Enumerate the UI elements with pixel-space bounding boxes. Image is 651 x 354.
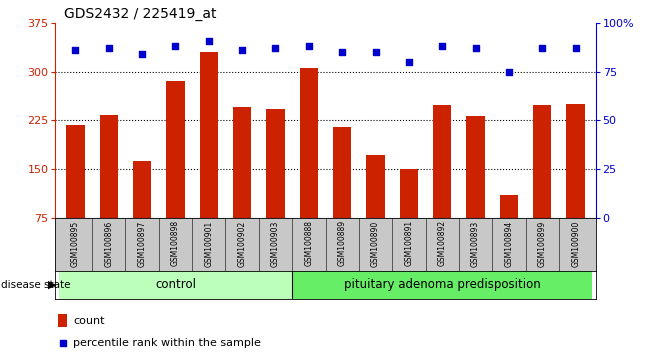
Text: control: control: [155, 279, 196, 291]
Text: GSM100897: GSM100897: [137, 220, 146, 267]
Point: [104, 45, 114, 51]
Bar: [533, 105, 551, 218]
Bar: [292, 271, 592, 299]
Text: disease state: disease state: [1, 280, 70, 290]
Point: [404, 59, 414, 65]
Bar: [367, 155, 385, 218]
Bar: [233, 107, 251, 218]
Bar: [466, 116, 485, 218]
Text: GSM100888: GSM100888: [304, 220, 313, 266]
Text: GSM100895: GSM100895: [71, 220, 80, 267]
Text: GSM100893: GSM100893: [471, 220, 480, 267]
Text: GSM100902: GSM100902: [238, 220, 247, 267]
Bar: [299, 68, 318, 218]
Text: GSM100894: GSM100894: [505, 220, 514, 267]
Point: [70, 47, 81, 53]
Point: [471, 45, 481, 51]
Point: [303, 44, 314, 49]
Text: GSM100900: GSM100900: [571, 220, 580, 267]
Point: [504, 69, 514, 74]
Point: [204, 38, 214, 44]
Text: GSM100896: GSM100896: [104, 220, 113, 267]
Point: [237, 47, 247, 53]
Bar: [133, 161, 151, 218]
Text: pituitary adenoma predisposition: pituitary adenoma predisposition: [344, 279, 540, 291]
Bar: [500, 195, 518, 218]
Text: GSM100892: GSM100892: [437, 220, 447, 267]
Bar: [400, 169, 418, 218]
Text: GSM100901: GSM100901: [204, 220, 214, 267]
Point: [537, 45, 547, 51]
Text: ▶: ▶: [48, 280, 56, 290]
Bar: [266, 109, 284, 218]
Bar: [566, 104, 585, 218]
Point: [170, 44, 180, 49]
Bar: [59, 271, 292, 299]
Text: GDS2432 / 225419_at: GDS2432 / 225419_at: [64, 7, 216, 21]
Text: percentile rank within the sample: percentile rank within the sample: [73, 338, 261, 348]
Text: GSM100898: GSM100898: [171, 220, 180, 267]
Text: GSM100890: GSM100890: [371, 220, 380, 267]
Point: [57, 341, 68, 346]
Point: [437, 44, 447, 49]
Bar: [166, 81, 185, 218]
Bar: [433, 105, 451, 218]
Text: count: count: [73, 315, 105, 326]
Point: [370, 49, 381, 55]
Point: [337, 49, 348, 55]
Bar: [333, 127, 352, 218]
Text: GSM100899: GSM100899: [538, 220, 547, 267]
Point: [137, 51, 147, 57]
Bar: [59, 314, 67, 327]
Bar: [100, 115, 118, 218]
Text: GSM100903: GSM100903: [271, 220, 280, 267]
Bar: [200, 52, 218, 218]
Point: [270, 45, 281, 51]
Text: GSM100891: GSM100891: [404, 220, 413, 267]
Bar: [66, 125, 85, 218]
Text: GSM100889: GSM100889: [338, 220, 347, 267]
Point: [570, 45, 581, 51]
